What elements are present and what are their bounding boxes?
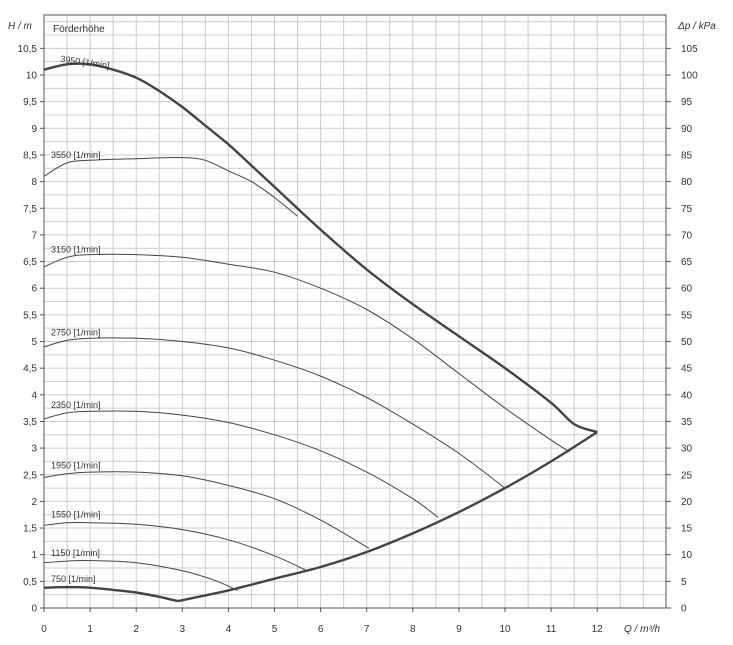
x-axis-label: Q / m³/h [624, 624, 661, 635]
y-tick-label: 6 [31, 284, 37, 295]
y2-tick-label: 75 [681, 204, 693, 215]
x-tick-label: 9 [456, 624, 462, 635]
y-tick-label: 2,5 [23, 470, 37, 481]
y-tick-label: 7,5 [23, 204, 37, 215]
series-label: 1150 [1/min] [51, 548, 100, 558]
series-labels: 3950 [1/min]3550 [1/min]3150 [1/min]2750… [51, 54, 110, 584]
y2-tick-label: 105 [681, 44, 698, 55]
series-lines [43, 62, 598, 603]
series-line-3950 [43, 62, 598, 434]
x-tick-label: 4 [226, 624, 232, 635]
y2-tick-label: 15 [681, 524, 693, 535]
series-line-750 [43, 585, 178, 603]
chart-title: Förderhöhe [53, 24, 105, 35]
series-label: 1950 [1/min] [51, 461, 101, 471]
y2-tick-label: 50 [681, 337, 693, 348]
y2-tick-label: 25 [681, 470, 693, 481]
x-tick-label: 12 [592, 624, 604, 635]
x-tick-label: 5 [272, 624, 278, 635]
y-tick-label: 6,5 [23, 257, 37, 268]
x-tick-label: 2 [133, 624, 139, 635]
y-tick-label: 4,5 [23, 364, 37, 375]
y2-tick-label: 30 [681, 444, 693, 455]
y2-tick-label: 45 [681, 364, 693, 375]
y-tick-label: 9 [31, 124, 37, 135]
y-tick-label: 8,5 [23, 150, 37, 161]
y-tick-label: 5,5 [23, 310, 37, 321]
y2-tick-label: 5 [681, 577, 687, 588]
grid [43, 15, 666, 609]
plot-frame [43, 14, 667, 609]
x-tick-label: 11 [546, 624, 557, 635]
series-label: 2350 [1/min] [51, 400, 101, 410]
series-line-1150 [43, 559, 238, 591]
x-tick-label: 10 [499, 624, 511, 635]
y2-tick-label: 70 [681, 230, 693, 241]
y-tick-label: 0 [31, 604, 37, 615]
y2-tick-label: 95 [681, 97, 693, 108]
series-line-2350 [43, 410, 439, 518]
y-tick-label: 9,5 [23, 97, 37, 108]
series-line-2750 [43, 337, 506, 489]
x-tick-label: 3 [180, 624, 186, 635]
y-tick-label: 3,5 [23, 417, 37, 428]
y-tick-label: 4 [31, 390, 37, 401]
y2-tick-label: 80 [681, 177, 693, 188]
y2-tick-label: 10 [681, 550, 693, 561]
series-line-limit [177, 431, 598, 603]
y-axis-label: H / m [8, 21, 32, 32]
x-tick-label: 7 [364, 624, 370, 635]
series-line-3550 [43, 157, 298, 217]
y2-tick-label: 55 [681, 310, 693, 321]
y-tick-label: 5 [31, 337, 37, 348]
y2-tick-label: 20 [681, 497, 693, 508]
x-tick-label: 0 [41, 624, 47, 635]
y2-tick-label: 60 [681, 284, 693, 295]
x-tick-label: 8 [410, 624, 416, 635]
series-line-3150 [43, 253, 570, 453]
y2-tick-label: 35 [681, 417, 693, 428]
y2-axis-label: Δp / kPa [677, 21, 716, 32]
y-tick-label: 10 [26, 71, 38, 82]
y-tick-label: 0,5 [23, 577, 37, 588]
y-tick-label: 3 [31, 444, 37, 455]
y2-tick-label: 85 [681, 150, 693, 161]
series-label: 2750 [1/min] [51, 327, 101, 337]
y2-tick-label: 40 [681, 390, 693, 401]
series-label: 1550 [1/min] [51, 510, 101, 520]
series-label: 3150 [1/min] [51, 244, 101, 254]
series-line-1950 [43, 471, 370, 549]
y-tick-label: 1 [31, 550, 37, 561]
y-tick-label: 2 [31, 497, 37, 508]
y2-tick-label: 100 [681, 71, 698, 82]
y2-tick-label: 90 [681, 124, 693, 135]
y2-tick-label: 65 [681, 257, 693, 268]
series-label: 750 [1/min] [51, 574, 96, 584]
x-tick-label: 1 [87, 624, 93, 635]
series-line-1550 [43, 521, 308, 572]
y-tick-label: 1,5 [23, 524, 37, 535]
series-label: 3550 [1/min] [51, 150, 101, 160]
y-tick-label: 8 [31, 177, 37, 188]
y-tick-label: 7 [31, 230, 37, 241]
axes: 0 1 2 3 4 5 6 7 8 9 10 11 1200,511,522,533,544,555,5… [18, 14, 698, 635]
y-tick-label: 10,5 [18, 44, 38, 55]
x-tick-label: 6 [318, 624, 324, 635]
y2-tick-label: 0 [681, 604, 687, 615]
